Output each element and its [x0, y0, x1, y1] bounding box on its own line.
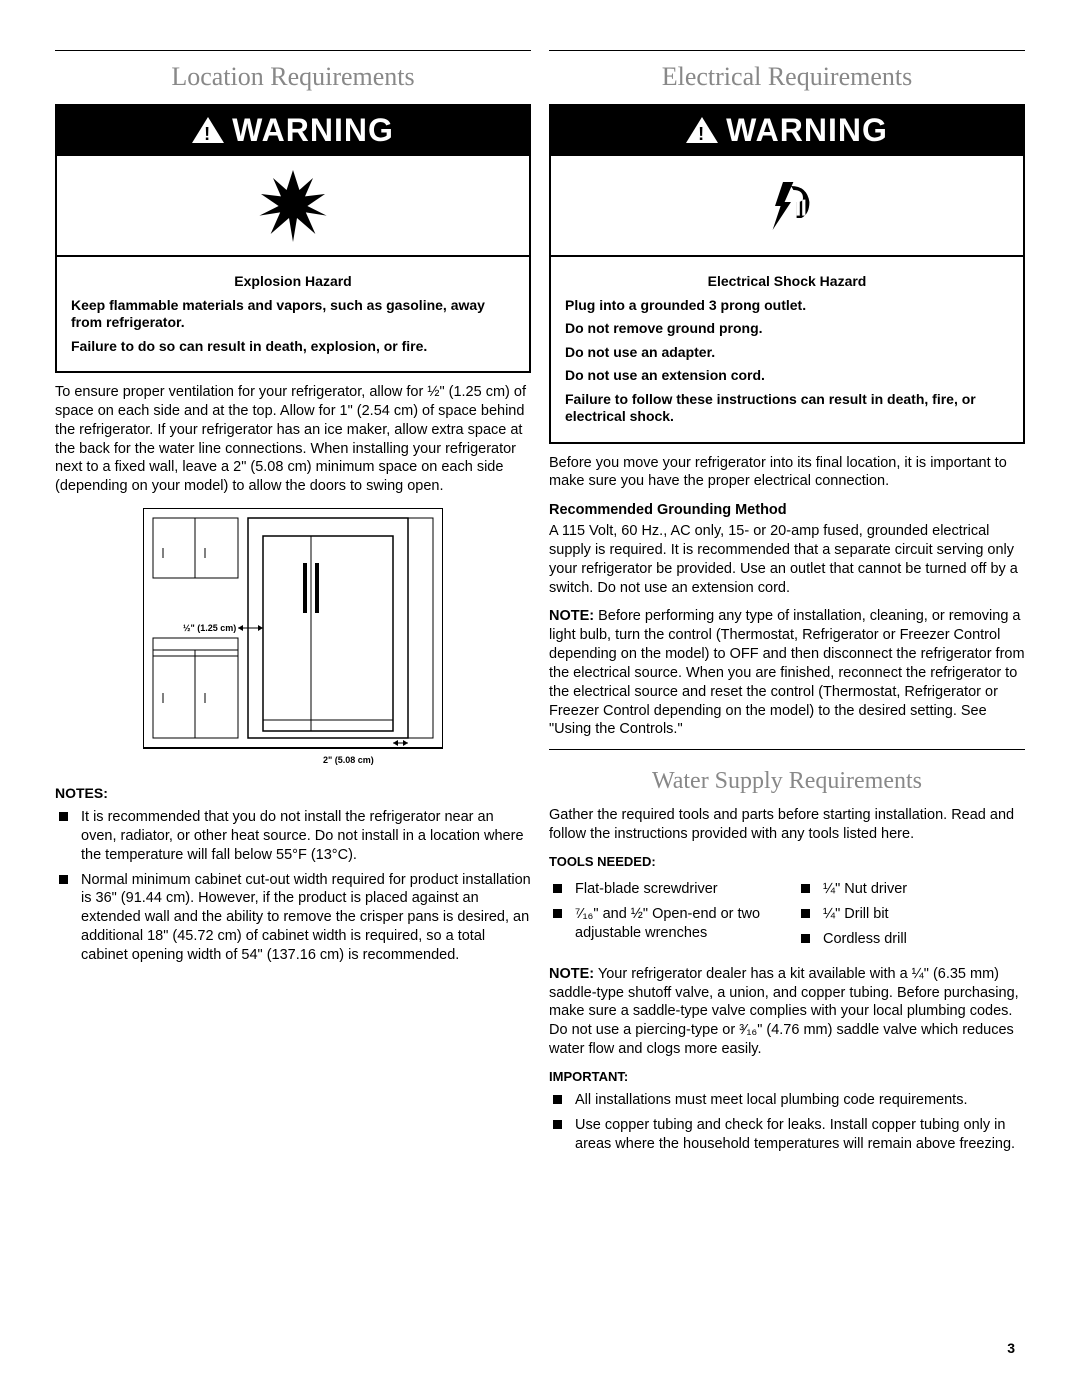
divider — [55, 50, 531, 51]
list-item: ¼" Drill bit — [797, 905, 1025, 924]
water-title: Water Supply Requirements — [549, 766, 1025, 796]
tools-left-list: Flat-blade screwdriver ⁷⁄₁₆" and ½" Open… — [549, 874, 777, 955]
list-item: It is recommended that you do not instal… — [55, 808, 531, 865]
list-item: ¼" Nut driver — [797, 880, 1025, 899]
page-number: 3 — [1007, 1340, 1015, 1358]
notes-label: NOTES: — [55, 785, 531, 803]
list-item: Use copper tubing and check for leaks. I… — [549, 1116, 1025, 1154]
hazard-title: Explosion Hazard — [71, 273, 515, 291]
important-list: All installations must meet local plumbi… — [549, 1091, 1025, 1154]
notes-list: It is recommended that you do not instal… — [55, 808, 531, 965]
hazard-line: Do not use an adapter. — [565, 344, 1009, 362]
hazard-line: Do not remove ground prong. — [565, 320, 1009, 338]
hazard-line: Plug into a grounded 3 prong outlet. — [565, 297, 1009, 315]
explosion-icon — [57, 156, 529, 256]
electrical-title: Electrical Requirements — [549, 61, 1025, 94]
right-column: Electrical Requirements WARNING Electric… — [549, 50, 1025, 1160]
water-intro: Gather the required tools and parts befo… — [549, 806, 1025, 844]
left-column: Location Requirements WARNING Explosion … — [55, 50, 531, 1160]
location-title: Location Requirements — [55, 61, 531, 94]
important-label: IMPORTANT: — [549, 1069, 1025, 1085]
list-item: Cordless drill — [797, 930, 1025, 949]
hazard-line: Failure to do so can result in death, ex… — [71, 338, 515, 356]
warning-header-left: WARNING — [55, 104, 531, 156]
divider — [549, 749, 1025, 750]
list-item: All installations must meet local plumbi… — [549, 1091, 1025, 1110]
page-container: Location Requirements WARNING Explosion … — [55, 50, 1025, 1160]
hazard-line: Do not use an extension cord. — [565, 367, 1009, 385]
explosion-hazard-box: Explosion Hazard Keep flammable material… — [55, 156, 531, 374]
grounding-heading: Recommended Grounding Method — [549, 501, 1025, 520]
grounding-para: A 115 Volt, 60 Hz., AC only, 15- or 20-a… — [549, 522, 1025, 597]
shock-icon — [551, 156, 1023, 256]
list-item: Normal minimum cabinet cut-out width req… — [55, 871, 531, 965]
divider — [549, 50, 1025, 51]
warning-label: WARNING — [232, 110, 394, 150]
water-note: NOTE: Your refrigerator dealer has a kit… — [549, 965, 1025, 1059]
ventilation-para: To ensure proper ventilation for your re… — [55, 383, 531, 496]
explosion-hazard-text: Explosion Hazard Keep flammable material… — [57, 255, 529, 371]
shock-hazard-text: Electrical Shock Hazard Plug into a grou… — [551, 255, 1023, 442]
warning-triangle-icon — [192, 117, 224, 143]
installation-diagram: ½" (1.25 cm) 2" (5.08 cm) — [143, 508, 443, 773]
electrical-intro: Before you move your refrigerator into i… — [549, 454, 1025, 492]
warning-label: WARNING — [726, 110, 888, 150]
electrical-note: NOTE: Before performing any type of inst… — [549, 607, 1025, 739]
diagram-bottom-label: 2" (5.08 cm) — [323, 755, 374, 765]
shock-hazard-box: Electrical Shock Hazard Plug into a grou… — [549, 156, 1025, 444]
warning-triangle-icon — [686, 117, 718, 143]
hazard-title: Electrical Shock Hazard — [565, 273, 1009, 291]
hazard-line: Keep flammable materials and vapors, suc… — [71, 297, 515, 332]
tools-columns: Flat-blade screwdriver ⁷⁄₁₆" and ½" Open… — [549, 874, 1025, 955]
tools-label: TOOLS NEEDED: — [549, 854, 1025, 870]
hazard-line: Failure to follow these instructions can… — [565, 391, 1009, 426]
tools-right-list: ¼" Nut driver ¼" Drill bit Cordless dril… — [797, 874, 1025, 955]
warning-header-right: WARNING — [549, 104, 1025, 156]
diagram-side-label: ½" (1.25 cm) — [183, 623, 236, 633]
list-item: Flat-blade screwdriver — [549, 880, 777, 899]
list-item: ⁷⁄₁₆" and ½" Open-end or two adjustable … — [549, 905, 777, 943]
